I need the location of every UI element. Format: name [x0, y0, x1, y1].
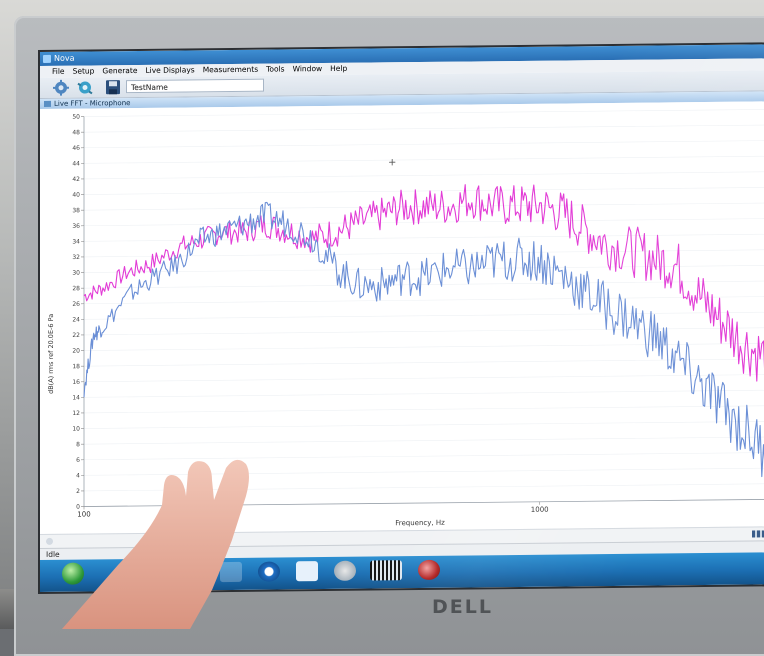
- y-tick-label: 38: [72, 207, 80, 214]
- menu-window[interactable]: Window: [293, 63, 323, 75]
- y-tick-label: 2: [76, 488, 80, 495]
- y-gridline: [84, 218, 764, 225]
- x-tick-label: 100: [77, 510, 90, 518]
- y-gridline: [84, 187, 764, 194]
- y-gridline: [84, 140, 764, 147]
- save-icon[interactable]: [104, 79, 122, 95]
- y-gridline: [84, 452, 764, 459]
- x-axis-label: Frequency, Hz: [395, 519, 445, 528]
- menu-generate[interactable]: Generate: [102, 65, 137, 77]
- y-tick-label: 18: [72, 363, 80, 370]
- x-tick-label: 1000: [531, 506, 549, 514]
- legend-icon[interactable]: [752, 530, 764, 537]
- y-tick-label: 16: [72, 379, 80, 386]
- y-gridline: [84, 406, 764, 413]
- y-tick-label: 22: [72, 332, 80, 339]
- y-tick-label: 6: [76, 457, 80, 464]
- fft-chart: 0246810121416182022242628303234363840424…: [40, 101, 764, 534]
- panel-title: Live FFT - Microphone: [54, 99, 130, 108]
- y-tick-label: 46: [72, 145, 80, 152]
- y-tick-label: 48: [72, 129, 80, 136]
- y-gridline: [84, 437, 764, 444]
- scroll-handle[interactable]: [46, 538, 53, 545]
- y-tick-label: 30: [72, 270, 80, 277]
- menu-setup[interactable]: Setup: [73, 65, 95, 77]
- y-gridline: [84, 468, 764, 475]
- y-tick-label: 8: [76, 441, 80, 448]
- media-icon[interactable]: [334, 561, 356, 581]
- menu-live-displays[interactable]: Live Displays: [145, 64, 194, 77]
- y-gridline: [84, 390, 764, 397]
- y-gridline: [84, 421, 764, 428]
- app-icon: [43, 55, 51, 63]
- menu-tools[interactable]: Tools: [266, 63, 284, 75]
- y-tick-label: 0: [76, 504, 80, 511]
- y-gridline: [84, 312, 764, 319]
- y-axis-label: dB(A) rms ref 20.0E-6 Pa: [47, 314, 55, 394]
- panel-icon: [44, 101, 51, 107]
- y-tick-label: 12: [72, 410, 80, 417]
- y-gridline: [84, 125, 764, 132]
- monitor-brand: DELL: [432, 596, 502, 618]
- y-tick-label: 36: [72, 223, 80, 230]
- y-gridline: [84, 172, 764, 179]
- x-axis-line: [84, 499, 764, 506]
- y-gridline: [84, 234, 764, 241]
- taskbar-app-icon[interactable]: [220, 562, 242, 582]
- y-axis: 0246810121416182022242628303234363840424…: [72, 114, 84, 511]
- y-tick-label: 10: [72, 426, 80, 433]
- window-title: Nova: [54, 54, 75, 63]
- test-name-field[interactable]: TestName: [126, 79, 264, 93]
- y-tick-label: 32: [72, 254, 80, 261]
- menu-help[interactable]: Help: [330, 63, 347, 75]
- y-tick-label: 14: [72, 394, 80, 401]
- y-tick-label: 44: [72, 160, 80, 167]
- y-gridline: [84, 359, 764, 366]
- y-gridline: [84, 281, 764, 288]
- y-gridline: [84, 484, 764, 491]
- y-tick-label: 42: [72, 176, 80, 183]
- menu-measurements[interactable]: Measurements: [203, 64, 258, 77]
- menu-file[interactable]: File: [52, 66, 65, 78]
- nova-taskbar-icon[interactable]: [370, 560, 402, 580]
- x-axis: 100 1000: [77, 499, 764, 518]
- record-icon[interactable]: [418, 560, 440, 580]
- explorer-icon[interactable]: [296, 561, 318, 581]
- screen: Nova File Setup Generate Live Displays M…: [40, 44, 764, 592]
- y-gridline: [84, 328, 764, 335]
- y-gridline: [84, 296, 764, 303]
- chart-grid: [84, 109, 764, 506]
- y-tick-label: 24: [72, 316, 80, 323]
- y-tick-label: 50: [72, 114, 80, 121]
- browser-icon[interactable]: [258, 561, 280, 581]
- gear-refresh-icon[interactable]: [76, 79, 94, 95]
- y-tick-label: 20: [72, 348, 80, 355]
- y-tick-label: 34: [72, 238, 80, 245]
- y-tick-label: 4: [76, 472, 80, 479]
- cursor-crosshair: +: [388, 157, 396, 168]
- y-gridline: [84, 109, 764, 116]
- y-tick-label: 26: [72, 301, 80, 308]
- gear-icon[interactable]: [52, 80, 70, 96]
- y-gridline: [84, 156, 764, 163]
- start-button-icon[interactable]: [62, 563, 84, 585]
- y-tick-label: 28: [72, 285, 80, 292]
- status-text: Idle: [46, 550, 60, 559]
- y-tick-label: 40: [72, 192, 80, 199]
- y-gridline: [84, 374, 764, 381]
